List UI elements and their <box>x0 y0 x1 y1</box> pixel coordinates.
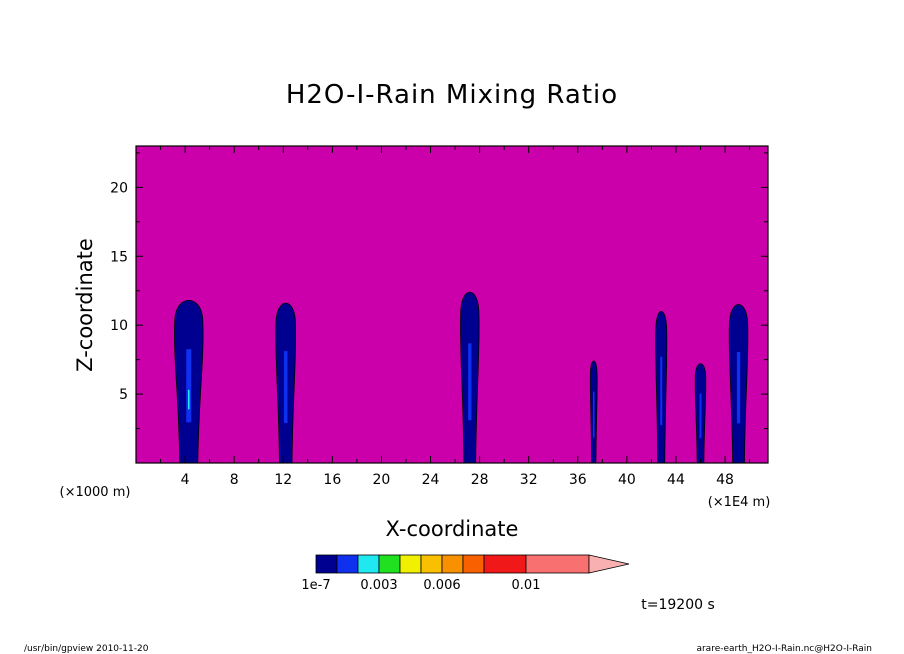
y-tick-label: 20 <box>110 180 128 196</box>
colorbar-segment <box>462 554 485 574</box>
colorbar-segment <box>399 554 422 574</box>
x-tick-label: 28 <box>471 472 489 488</box>
colorbar: 1e-7 0.003 0.006 0.01 <box>301 554 630 593</box>
colorbar-label: 1e-7 <box>301 578 330 593</box>
x-tick-label: 4 <box>181 472 190 488</box>
rain-column-core <box>186 349 192 423</box>
colorbar-segment <box>357 554 380 574</box>
footer-left: /usr/bin/gpview 2010-11-20 <box>24 644 149 654</box>
y-ticks: 5 10 15 20 <box>110 152 768 430</box>
colorbar-label: 0.01 <box>512 578 541 593</box>
colorbar-label: 0.003 <box>360 578 397 593</box>
colorbar-extend-arrow <box>588 554 630 574</box>
colorbar-segment <box>420 554 443 574</box>
footer-right: arare-earth_H2O-I-Rain.nc@H2O-I-Rain <box>696 644 872 654</box>
x-tick-label: 8 <box>230 472 239 488</box>
x-tick-label: 36 <box>569 472 587 488</box>
rain-column-core <box>660 356 663 426</box>
plot-frame <box>135 145 769 464</box>
x-tick-label: 44 <box>667 472 685 488</box>
x-axis-label: X-coordinate <box>386 517 519 541</box>
rain-column-peak <box>187 389 190 410</box>
x-ticks: 4 8 12 16 20 24 28 32 36 40 44 48 <box>160 146 751 488</box>
x-tick-label: 40 <box>618 472 636 488</box>
rain-column-core <box>283 351 288 424</box>
x-tick-label: 16 <box>323 472 341 488</box>
colorbar-segment <box>378 554 401 574</box>
colorbar-segment <box>441 554 464 574</box>
rain-column-core <box>592 391 595 438</box>
colorbar-segment <box>483 554 527 574</box>
x-tick-label: 12 <box>274 472 292 488</box>
rain-column-core <box>736 352 741 424</box>
colorbar-segment <box>336 554 359 574</box>
x-tick-label: 32 <box>520 472 538 488</box>
x-multiplier-left: (×1000 m) <box>60 485 131 500</box>
rain-column-core <box>699 393 702 439</box>
chart-title: H2O-I-Rain Mixing Ratio <box>286 80 618 110</box>
time-label: t=19200 s <box>641 597 715 613</box>
rain-column-core <box>468 343 472 421</box>
y-axis-label: Z-coordinate <box>73 238 97 372</box>
y-tick-label: 15 <box>110 249 128 265</box>
x-tick-label: 20 <box>373 472 391 488</box>
x-tick-label: 24 <box>422 472 440 488</box>
plot-background <box>136 146 768 463</box>
x-tick-label: 48 <box>716 472 734 488</box>
y-tick-label: 5 <box>119 387 128 403</box>
colorbar-segment <box>315 554 338 574</box>
y-tick-label: 10 <box>110 318 128 334</box>
colorbar-label: 0.006 <box>423 578 460 593</box>
colorbar-segment <box>525 554 590 574</box>
x-multiplier-right: (×1E4 m) <box>708 495 771 510</box>
rain-columns <box>174 291 749 464</box>
